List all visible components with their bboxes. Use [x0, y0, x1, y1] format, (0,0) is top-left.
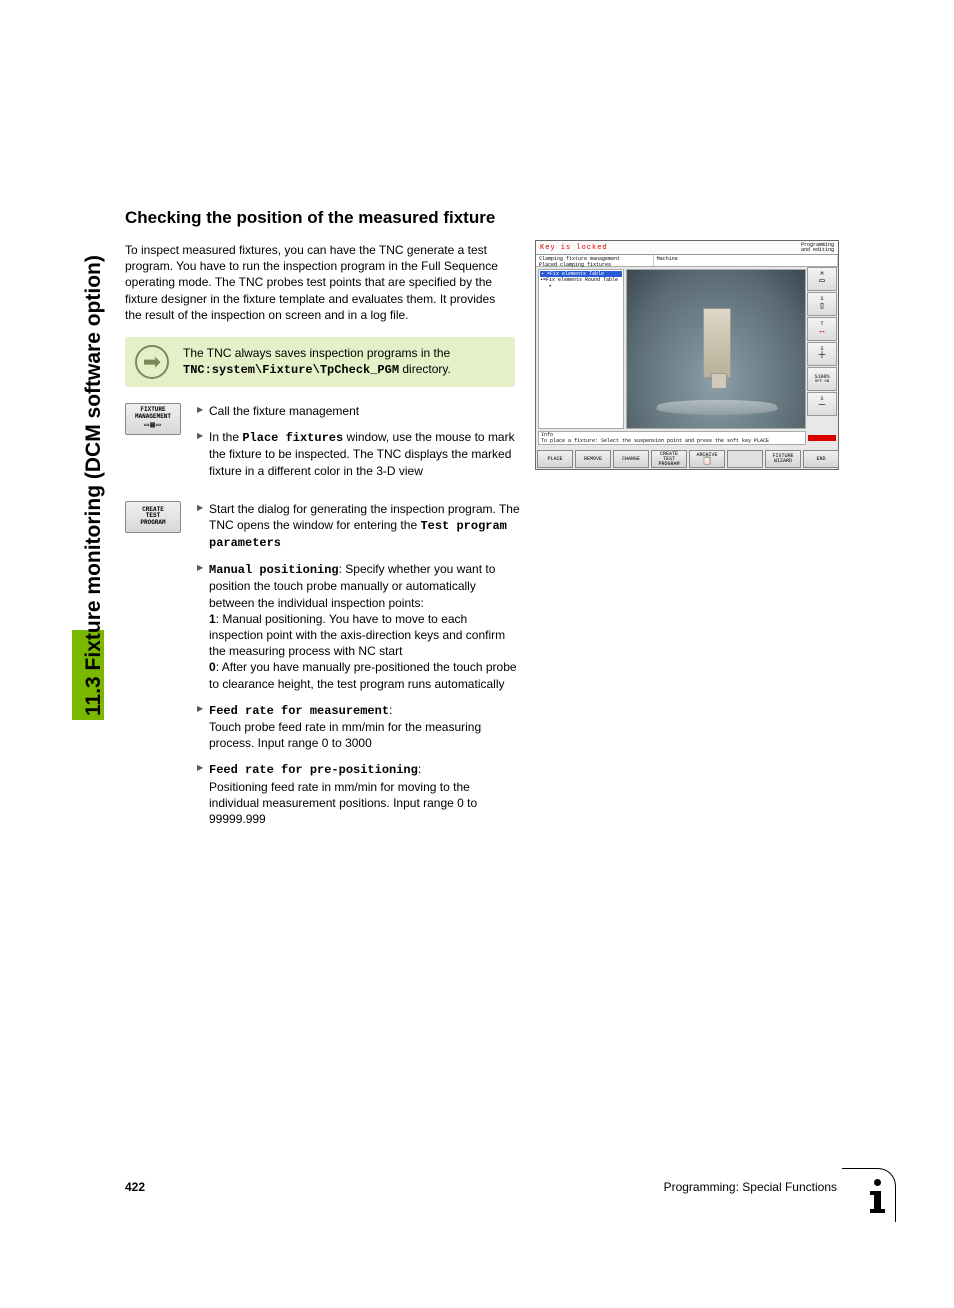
page-number: 422 — [125, 1180, 145, 1194]
fig-sk-create-test: CREATE TEST PROGRAM — [651, 450, 687, 468]
create-test-program-softkey: CREATE TEST PROGRAM — [125, 501, 181, 533]
fig-3d-view — [626, 269, 806, 429]
fig-header-right: Machine — [654, 255, 838, 266]
fig-rbtn-0: M▭ — [807, 267, 837, 291]
fig-red-bar — [808, 435, 836, 441]
intro-paragraph: To inspect measured fixtures, you can ha… — [125, 242, 515, 323]
fig-rbtn-1: S▯ — [807, 292, 837, 316]
fig-sk-empty — [727, 450, 763, 468]
fig-rbtn-4: S100%OFF ON — [807, 367, 837, 391]
section-side-tab: 11.3 Fixture monitoring (DCM software op… — [72, 200, 104, 720]
fig-sk-place: PLACE — [537, 450, 573, 468]
fig-tree-row: ▪=Fix elements Round Table — [540, 277, 622, 283]
section-label: 11.3 Fixture monitoring (DCM software op… — [82, 196, 106, 716]
info-icon — [842, 1168, 896, 1222]
note-arrow-icon: ➡ — [135, 345, 169, 379]
step-group-2: CREATE TEST PROGRAM Start the dialog for… — [125, 501, 520, 837]
fig-key-locked-label: Key is locked — [540, 244, 608, 252]
step-group-1: FIXTURE MANAGEMENT ▭▦▭ Call the fixture … — [125, 403, 520, 489]
fig-info-bar: Info To place a fixture: Select the susp… — [538, 431, 806, 445]
step-manual-positioning: Manual positioning: Specify whether you … — [199, 561, 520, 692]
fig-header-left: Clamping fixture management Placed clamp… — [536, 255, 654, 266]
fig-titlebar: Key is locked Programmingand editing — [536, 241, 838, 255]
step-call-fixture-management: Call the fixture management — [199, 403, 520, 419]
fig-mode-label: Programmingand editing — [801, 243, 834, 253]
fig-rbtn-2: T↔ — [807, 317, 837, 341]
note-box: ➡ The TNC always saves inspection progra… — [125, 337, 515, 387]
step-feed-rate-prepositioning: Feed rate for pre-positioning: Positioni… — [199, 761, 520, 827]
fig-3d-fixture — [703, 308, 731, 378]
fig-sk-remove: REMOVE — [575, 450, 611, 468]
fig-sk-archive: ARCHIVE📋 — [689, 450, 725, 468]
fig-tree-panel: ▪ =Fix elements Table ▪=Fix elements Rou… — [538, 269, 624, 429]
fig-rbtn-3: S＋ — [807, 342, 837, 366]
footer-chapter: Programming: Special Functions — [664, 1180, 837, 1194]
fig-subheader: Clamping fixture management Placed clamp… — [536, 255, 838, 267]
fig-3d-table — [654, 400, 781, 415]
step-place-fixtures: In the Place fixtures window, use the mo… — [199, 429, 520, 479]
fig-sk-wizard: FIXTURE WIZARD — [765, 450, 801, 468]
page-heading: Checking the position of the measured fi… — [125, 208, 835, 228]
screenshot-figure: Key is locked Programmingand editing Cla… — [535, 240, 839, 470]
fig-rbtn-5: S－ — [807, 392, 837, 416]
fixture-management-softkey: FIXTURE MANAGEMENT ▭▦▭ — [125, 403, 181, 435]
fig-sk-end: END — [803, 450, 839, 468]
note-text: The TNC always saves inspection programs… — [183, 345, 505, 378]
page-footer: 422 Programming: Special Functions — [125, 1180, 837, 1194]
step-start-dialog: Start the dialog for generating the insp… — [199, 501, 520, 552]
fig-softkey-row: PLACE REMOVE CHANGE CREATE TEST PROGRAM … — [536, 449, 840, 469]
fig-sk-change: CHANGE — [613, 450, 649, 468]
step-feed-rate-measurement: Feed rate for measurement: Touch probe f… — [199, 702, 520, 752]
fig-right-toolbar: M▭ S▯ T↔ S＋ S100%OFF ON S－ — [807, 267, 837, 441]
